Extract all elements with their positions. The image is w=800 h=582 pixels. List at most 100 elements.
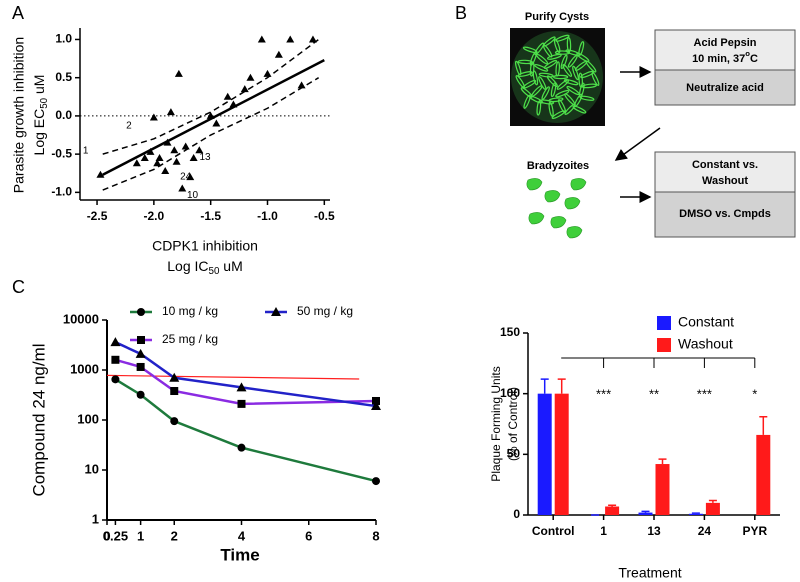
cyst-texture-mark [579,95,595,101]
point [96,170,105,178]
y-tick-label: 10 [85,461,99,476]
panel-label: B [455,3,467,23]
error-bar [641,510,650,513]
bar [605,506,620,515]
text-part: Log IC [167,258,208,274]
y-tick-label: 0.5 [55,70,72,84]
box [654,191,796,238]
point [172,157,181,165]
bar [537,393,552,515]
point [212,119,221,127]
point [161,166,170,174]
box-text: Washout [702,175,748,187]
point [371,401,381,411]
error-bar [540,378,549,394]
error-bar [557,378,566,394]
significance: ** [649,386,659,401]
point [308,35,317,43]
cyst-texture-mark [585,60,597,73]
y-tick-label: -0.5 [51,146,72,160]
cyst-texture-mark [546,75,558,88]
point [136,390,145,399]
point [246,73,255,81]
point [186,173,195,181]
legend-swatch [657,338,671,352]
point [229,100,238,108]
cyst-texture-mark [576,52,590,63]
point [170,417,179,426]
point [170,146,179,154]
x-tick-label: -1.0 [257,209,278,223]
cells [526,178,587,239]
cyst-texture-mark [515,75,525,89]
confidence-band [102,38,320,155]
cyst-texture-mark [555,90,570,98]
point [149,113,158,121]
text-part: uM [219,258,242,274]
y-tick-label: 1000 [70,361,99,376]
cyst-texture-mark [523,94,531,109]
text-part: 50 [39,97,50,108]
cyst-texture-mark [547,53,562,60]
annotation: 1 [83,146,89,157]
error-bar [708,499,717,503]
cyst-texture-mark [566,37,572,53]
point [140,153,149,161]
point [110,337,121,347]
y-axis-label: (% of Control) [506,387,520,461]
cyst-texture-mark [536,100,542,116]
cyst-texture-mark [515,60,522,76]
error-bar [608,504,617,507]
text-part: 50 [209,266,220,277]
x-tick-label: 6 [305,528,312,543]
point [189,153,198,161]
reference-line [106,374,360,380]
legend-swatch [657,316,671,330]
cyst [511,31,603,123]
point [136,362,145,371]
legend-label: 50 mg / kg [297,304,353,318]
error-bar [658,458,667,465]
x-tick-label: 1 [600,524,607,538]
panel-label: A [12,3,24,23]
box [654,151,796,193]
error-bar [691,512,700,514]
cyst-texture-mark [591,71,600,86]
cyst-texture-mark [517,71,533,77]
cyst-texture-mark [572,65,579,81]
point [372,396,380,405]
arrow [614,127,661,161]
text-part: 10 min, 37 [692,53,745,65]
point [181,142,190,150]
cyst-texture-mark [534,42,545,56]
series-line [115,358,377,406]
box [654,29,796,71]
cyst-texture-mark [517,59,533,65]
y-tick-label: 0 [513,507,520,521]
point [240,85,249,93]
y-tick-label: 10000 [63,311,99,326]
cyst-texture-mark [550,82,557,98]
legend-label: Washout [678,336,733,352]
cyst-texture-mark [572,105,587,114]
legend-marker [137,308,145,316]
cyst-texture-mark [564,103,576,115]
point [236,382,247,392]
legend-marker [137,336,145,344]
point [170,387,179,396]
cyst-texture-mark [560,54,568,70]
annotation: 2 [126,120,132,131]
bar [705,502,720,515]
significance: *** [697,386,712,401]
cyst-texture-mark [562,64,573,77]
point [257,35,266,43]
cyst-texture-mark [522,46,538,54]
y-tick-label: 150 [500,325,520,339]
point [237,443,246,452]
y-tick-label: 0.0 [55,108,72,122]
series-line [114,341,377,408]
y-axis-label: Log EC50 uM [31,75,50,156]
x-tick-label: 0.25 [103,528,128,543]
